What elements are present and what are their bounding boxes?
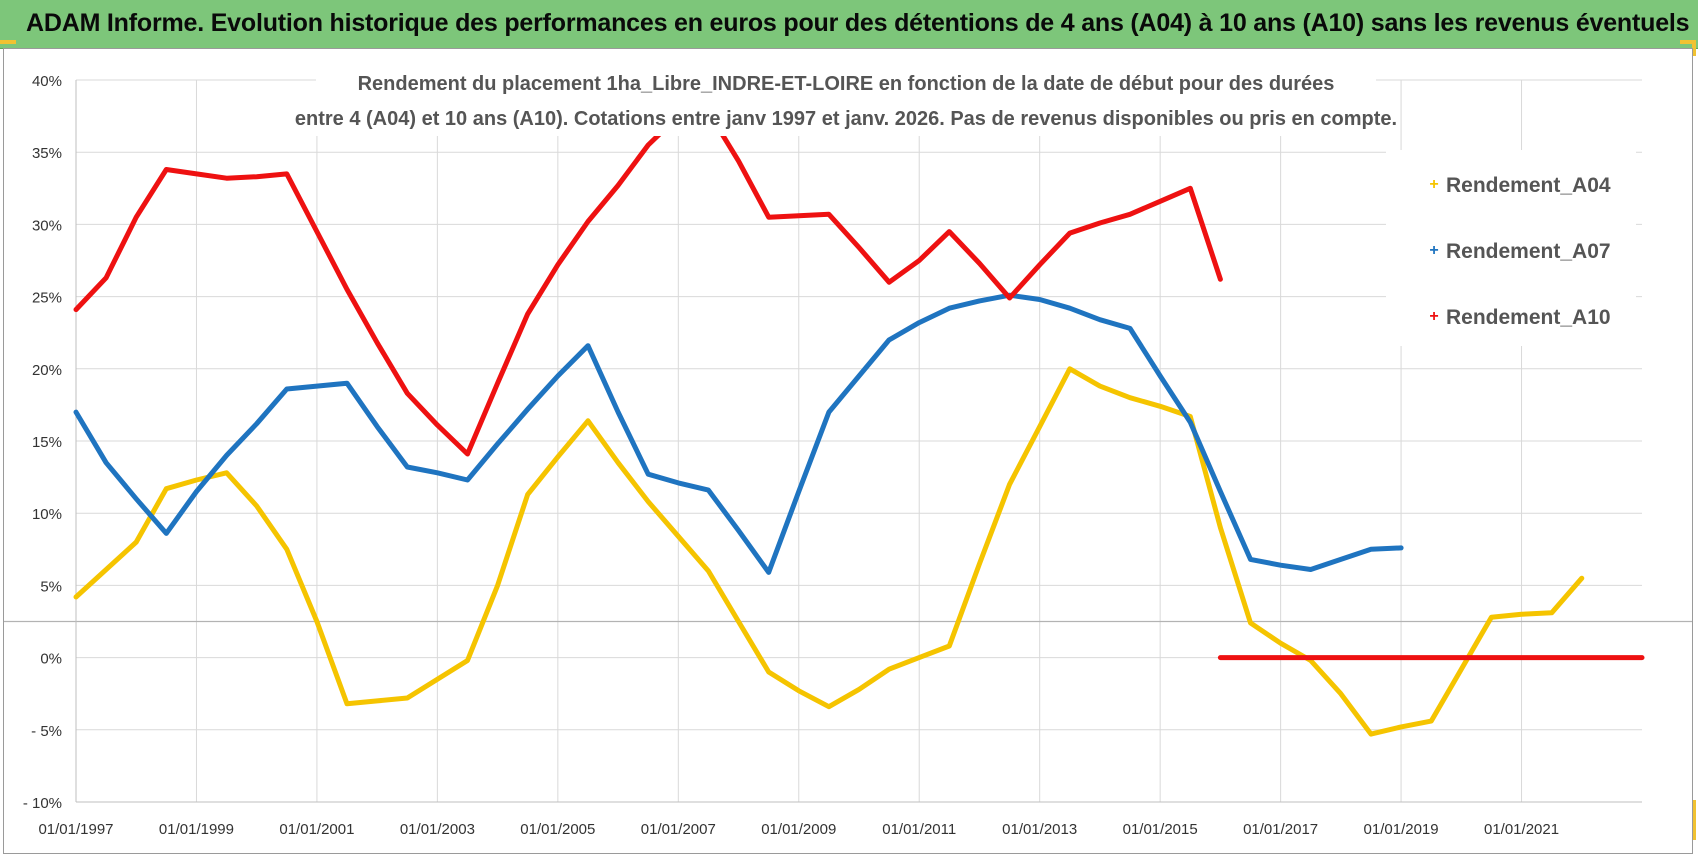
series-line-rendement-a10: [73, 134, 1223, 457]
series-line-rendement-a04: [73, 366, 1585, 737]
y-tick-label: - 5%: [31, 723, 62, 740]
chart-title-line: entre 4 (A04) et 10 ans (A10). Cotations…: [295, 108, 1397, 130]
frame-corner-bottom-right: [1692, 800, 1696, 840]
legend-label: Rendement_A07: [1446, 240, 1611, 263]
x-tick-label: 01/01/2009: [761, 821, 836, 838]
y-tick-label: 15%: [32, 434, 62, 451]
x-tick-label: 01/01/1999: [159, 821, 234, 838]
x-tick-label: 01/01/2005: [520, 821, 595, 838]
report-banner: ADAM Informe. Evolution historique des p…: [0, 0, 1698, 49]
y-tick-label: 35%: [32, 145, 62, 162]
x-tick-label: 01/01/2017: [1243, 821, 1318, 838]
x-tick-label: 01/01/2013: [1002, 821, 1077, 838]
x-tick-label: 01/01/2021: [1484, 821, 1559, 838]
legend-marker: +: [1429, 242, 1438, 259]
x-tick-label: 01/01/2011: [882, 821, 956, 838]
x-tick-label: 01/01/2003: [400, 821, 475, 838]
y-tick-label: 10%: [32, 506, 62, 523]
y-tick-label: 25%: [32, 290, 62, 307]
x-tick-label: 01/01/2019: [1364, 821, 1439, 838]
series-line-rendement-a07: [73, 292, 1404, 575]
frame-corner-right: [1680, 40, 1696, 44]
chart-title-box: [316, 62, 1376, 136]
y-tick-label: 30%: [32, 217, 62, 234]
report-title: ADAM Informe. Evolution historique des p…: [26, 9, 1690, 37]
chart-title-line: Rendement du placement 1ha_Libre_INDRE-E…: [358, 73, 1335, 95]
x-tick-label: 01/01/2007: [641, 821, 716, 838]
legend-marker: +: [1429, 176, 1438, 193]
y-tick-label: 0%: [40, 651, 62, 668]
x-tick-label: 01/01/2001: [279, 821, 354, 838]
legend-label: Rendement_A10: [1446, 306, 1611, 329]
y-tick-label: 40%: [32, 73, 62, 90]
x-tick-label: 01/01/2015: [1123, 821, 1198, 838]
frame-corner-left: [0, 40, 16, 44]
y-tick-label: 20%: [32, 362, 62, 379]
chart-frame: [3, 48, 1693, 854]
y-tick-label: 5%: [40, 578, 62, 595]
legend-box: [1386, 150, 1636, 346]
y-tick-label: - 10%: [23, 795, 62, 812]
x-tick-label: 01/01/1997: [38, 821, 113, 838]
legend-marker: +: [1429, 308, 1438, 325]
legend-label: Rendement_A04: [1446, 174, 1611, 197]
frame-corner-right-edge: [1692, 40, 1696, 56]
